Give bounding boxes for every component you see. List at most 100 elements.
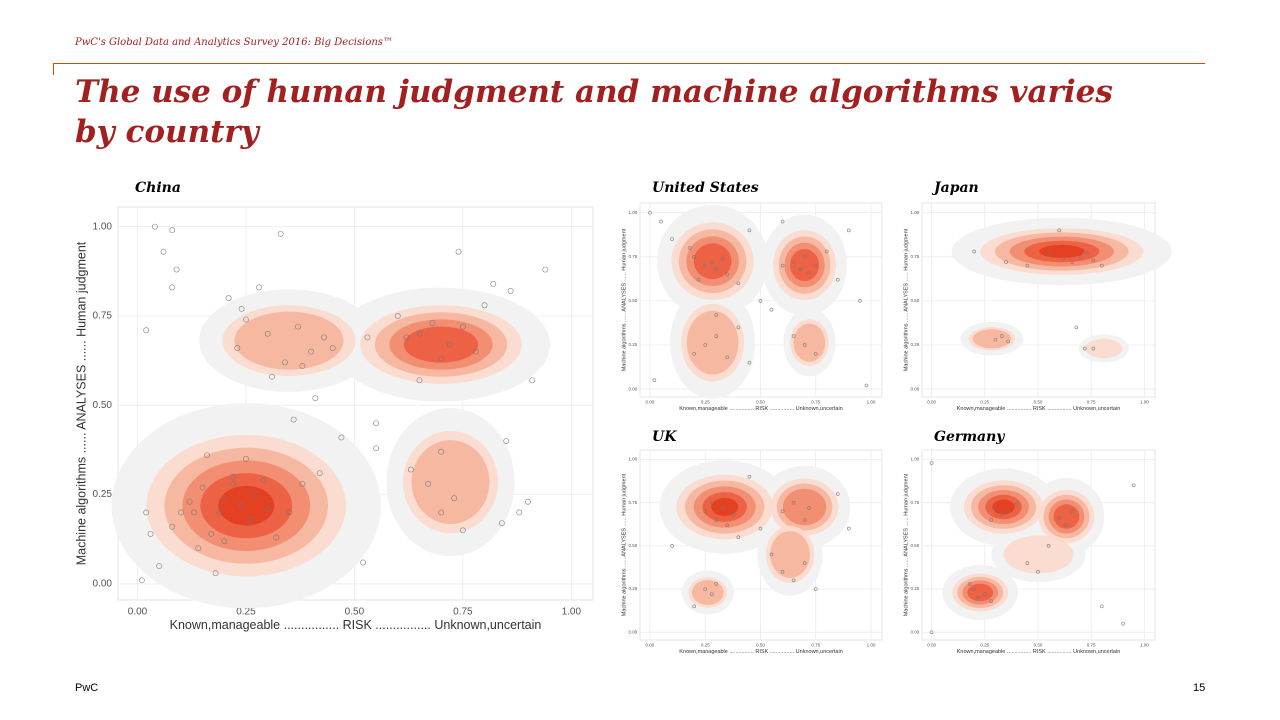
point: [714, 518, 719, 522]
point: [976, 595, 981, 600]
point: [151, 223, 158, 230]
point: [802, 518, 807, 522]
x-axis-label: Known,manageable ................ RISK .…: [170, 618, 542, 632]
point: [714, 334, 719, 339]
point: [251, 491, 258, 498]
point: [648, 210, 652, 215]
x-tick-label: 0.50: [756, 643, 765, 648]
chart-title: China: [135, 180, 181, 196]
density-level: [1053, 504, 1080, 529]
point: [425, 480, 432, 487]
point: [542, 266, 549, 273]
point: [835, 492, 840, 496]
chart-title: Japan: [931, 180, 979, 196]
y-tick-label: 1.00: [911, 210, 920, 215]
point: [835, 277, 840, 282]
point: [1085, 251, 1089, 256]
point: [160, 248, 167, 255]
x-tick-label: 0.50: [1034, 400, 1043, 405]
density-level: [967, 583, 994, 602]
point: [438, 509, 445, 516]
point: [169, 227, 176, 234]
point: [169, 284, 176, 291]
x-tick-label: 1.00: [1140, 400, 1149, 405]
point: [234, 345, 241, 352]
point: [791, 260, 796, 264]
point: [747, 228, 752, 233]
point: [290, 416, 297, 423]
point: [791, 334, 796, 339]
density-level: [693, 243, 732, 280]
point: [373, 420, 380, 427]
point: [238, 502, 245, 509]
point: [173, 266, 180, 273]
point: [459, 323, 466, 330]
point: [1131, 483, 1136, 488]
point: [225, 295, 232, 302]
point: [1074, 325, 1079, 330]
point: [780, 509, 785, 514]
point: [982, 592, 987, 597]
point: [221, 495, 228, 502]
point: [364, 334, 371, 341]
x-tick-label: 1.00: [867, 400, 876, 405]
point: [243, 316, 249, 323]
point: [1070, 509, 1074, 514]
point: [321, 334, 328, 341]
point: [758, 299, 763, 303]
point: [429, 320, 436, 327]
point: [277, 230, 284, 237]
density-level: [1038, 244, 1085, 259]
point: [199, 484, 206, 491]
point: [299, 480, 306, 487]
point: [846, 228, 851, 233]
point: [416, 330, 423, 337]
x-tick-label: 0.25: [701, 643, 710, 648]
point: [1046, 544, 1051, 548]
density-level: [686, 310, 739, 375]
x-tick-label: 0.75: [811, 400, 820, 405]
point: [813, 351, 818, 356]
point: [747, 474, 752, 479]
x-tick-label: 0.00: [128, 607, 148, 618]
page-number: 15: [1193, 682, 1206, 694]
density-level: [790, 249, 820, 282]
y-tick-label: 0.00: [629, 629, 638, 634]
point: [732, 512, 736, 517]
y-tick-label: 1.00: [93, 221, 113, 232]
y-axis-label: Machine algorithms ...... ANALYSES .....…: [903, 473, 909, 616]
point: [256, 284, 262, 291]
point: [692, 604, 696, 609]
y-tick-label: 0.50: [911, 543, 920, 548]
point: [972, 249, 976, 254]
point: [791, 578, 796, 583]
point: [725, 355, 730, 360]
point: [709, 260, 714, 264]
point: [714, 313, 719, 317]
point: [459, 527, 466, 534]
point: [1025, 263, 1030, 268]
point: [230, 473, 236, 480]
point: [703, 509, 708, 514]
point: [186, 498, 193, 505]
point: [329, 345, 336, 352]
point: [394, 313, 401, 319]
x-tick-label: 0.50: [1034, 643, 1043, 648]
point: [780, 263, 785, 268]
point: [1004, 260, 1008, 264]
point: [769, 307, 774, 312]
point: [273, 534, 280, 541]
point: [929, 630, 934, 635]
chart-title: United States: [652, 180, 759, 196]
density-level: [403, 326, 479, 363]
point: [709, 500, 714, 505]
x-tick-label: 0.50: [345, 607, 365, 618]
x-tick-label: 0.75: [1087, 400, 1096, 405]
point: [1057, 516, 1062, 521]
point: [1061, 256, 1066, 261]
point: [308, 348, 314, 355]
y-tick-label: 1.00: [911, 457, 920, 462]
rule-tick: [53, 63, 54, 75]
density-level: [972, 329, 1012, 349]
